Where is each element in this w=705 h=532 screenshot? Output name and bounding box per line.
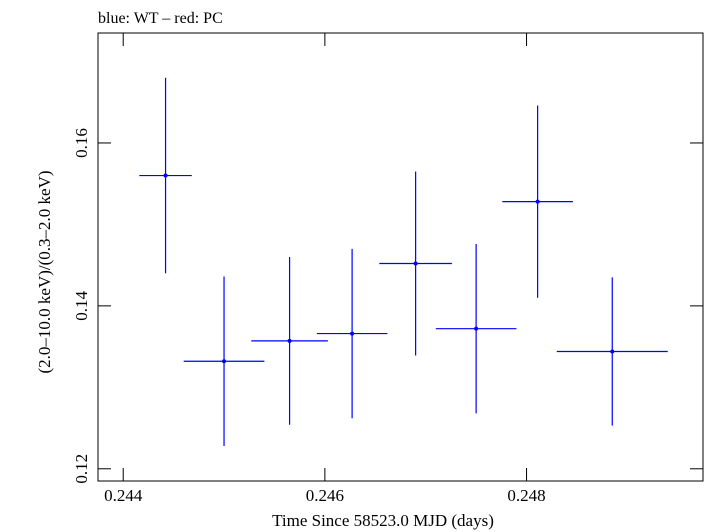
chart-title: blue: WT – red: PC bbox=[98, 10, 223, 27]
x-tick-label: 0.246 bbox=[306, 486, 344, 505]
data-marker bbox=[287, 338, 292, 343]
x-tick-label: 0.248 bbox=[507, 486, 545, 505]
x-axis-label: Time Since 58523.0 MJD (days) bbox=[272, 511, 494, 530]
data-marker bbox=[474, 326, 479, 331]
data-point bbox=[139, 77, 192, 274]
plot-frame bbox=[97, 32, 704, 482]
data-point bbox=[435, 243, 517, 414]
y-tick-label: 0.12 bbox=[72, 454, 91, 484]
data-marker bbox=[413, 261, 418, 266]
data-point bbox=[183, 276, 265, 446]
y-axis-label: (2.0–10.0 keV)/(0.3–2.0 keV) bbox=[35, 170, 54, 373]
x-tick-label: 0.244 bbox=[104, 486, 143, 505]
data-point bbox=[251, 257, 328, 425]
data-marker bbox=[163, 173, 168, 178]
data-point bbox=[502, 105, 573, 298]
y-tick-label: 0.14 bbox=[72, 290, 91, 320]
y-axis: 0.12 0.14 0.16 bbox=[72, 128, 703, 484]
data-marker bbox=[535, 199, 540, 204]
data-marker bbox=[350, 331, 355, 336]
data-point bbox=[379, 171, 452, 356]
data-series bbox=[139, 77, 668, 446]
data-marker bbox=[222, 359, 227, 364]
data-point bbox=[556, 277, 668, 426]
data-marker bbox=[610, 349, 615, 354]
data-point bbox=[316, 248, 388, 419]
x-axis: 0.244 0.246 0.248 bbox=[104, 33, 546, 505]
y-tick-label: 0.16 bbox=[72, 128, 91, 158]
